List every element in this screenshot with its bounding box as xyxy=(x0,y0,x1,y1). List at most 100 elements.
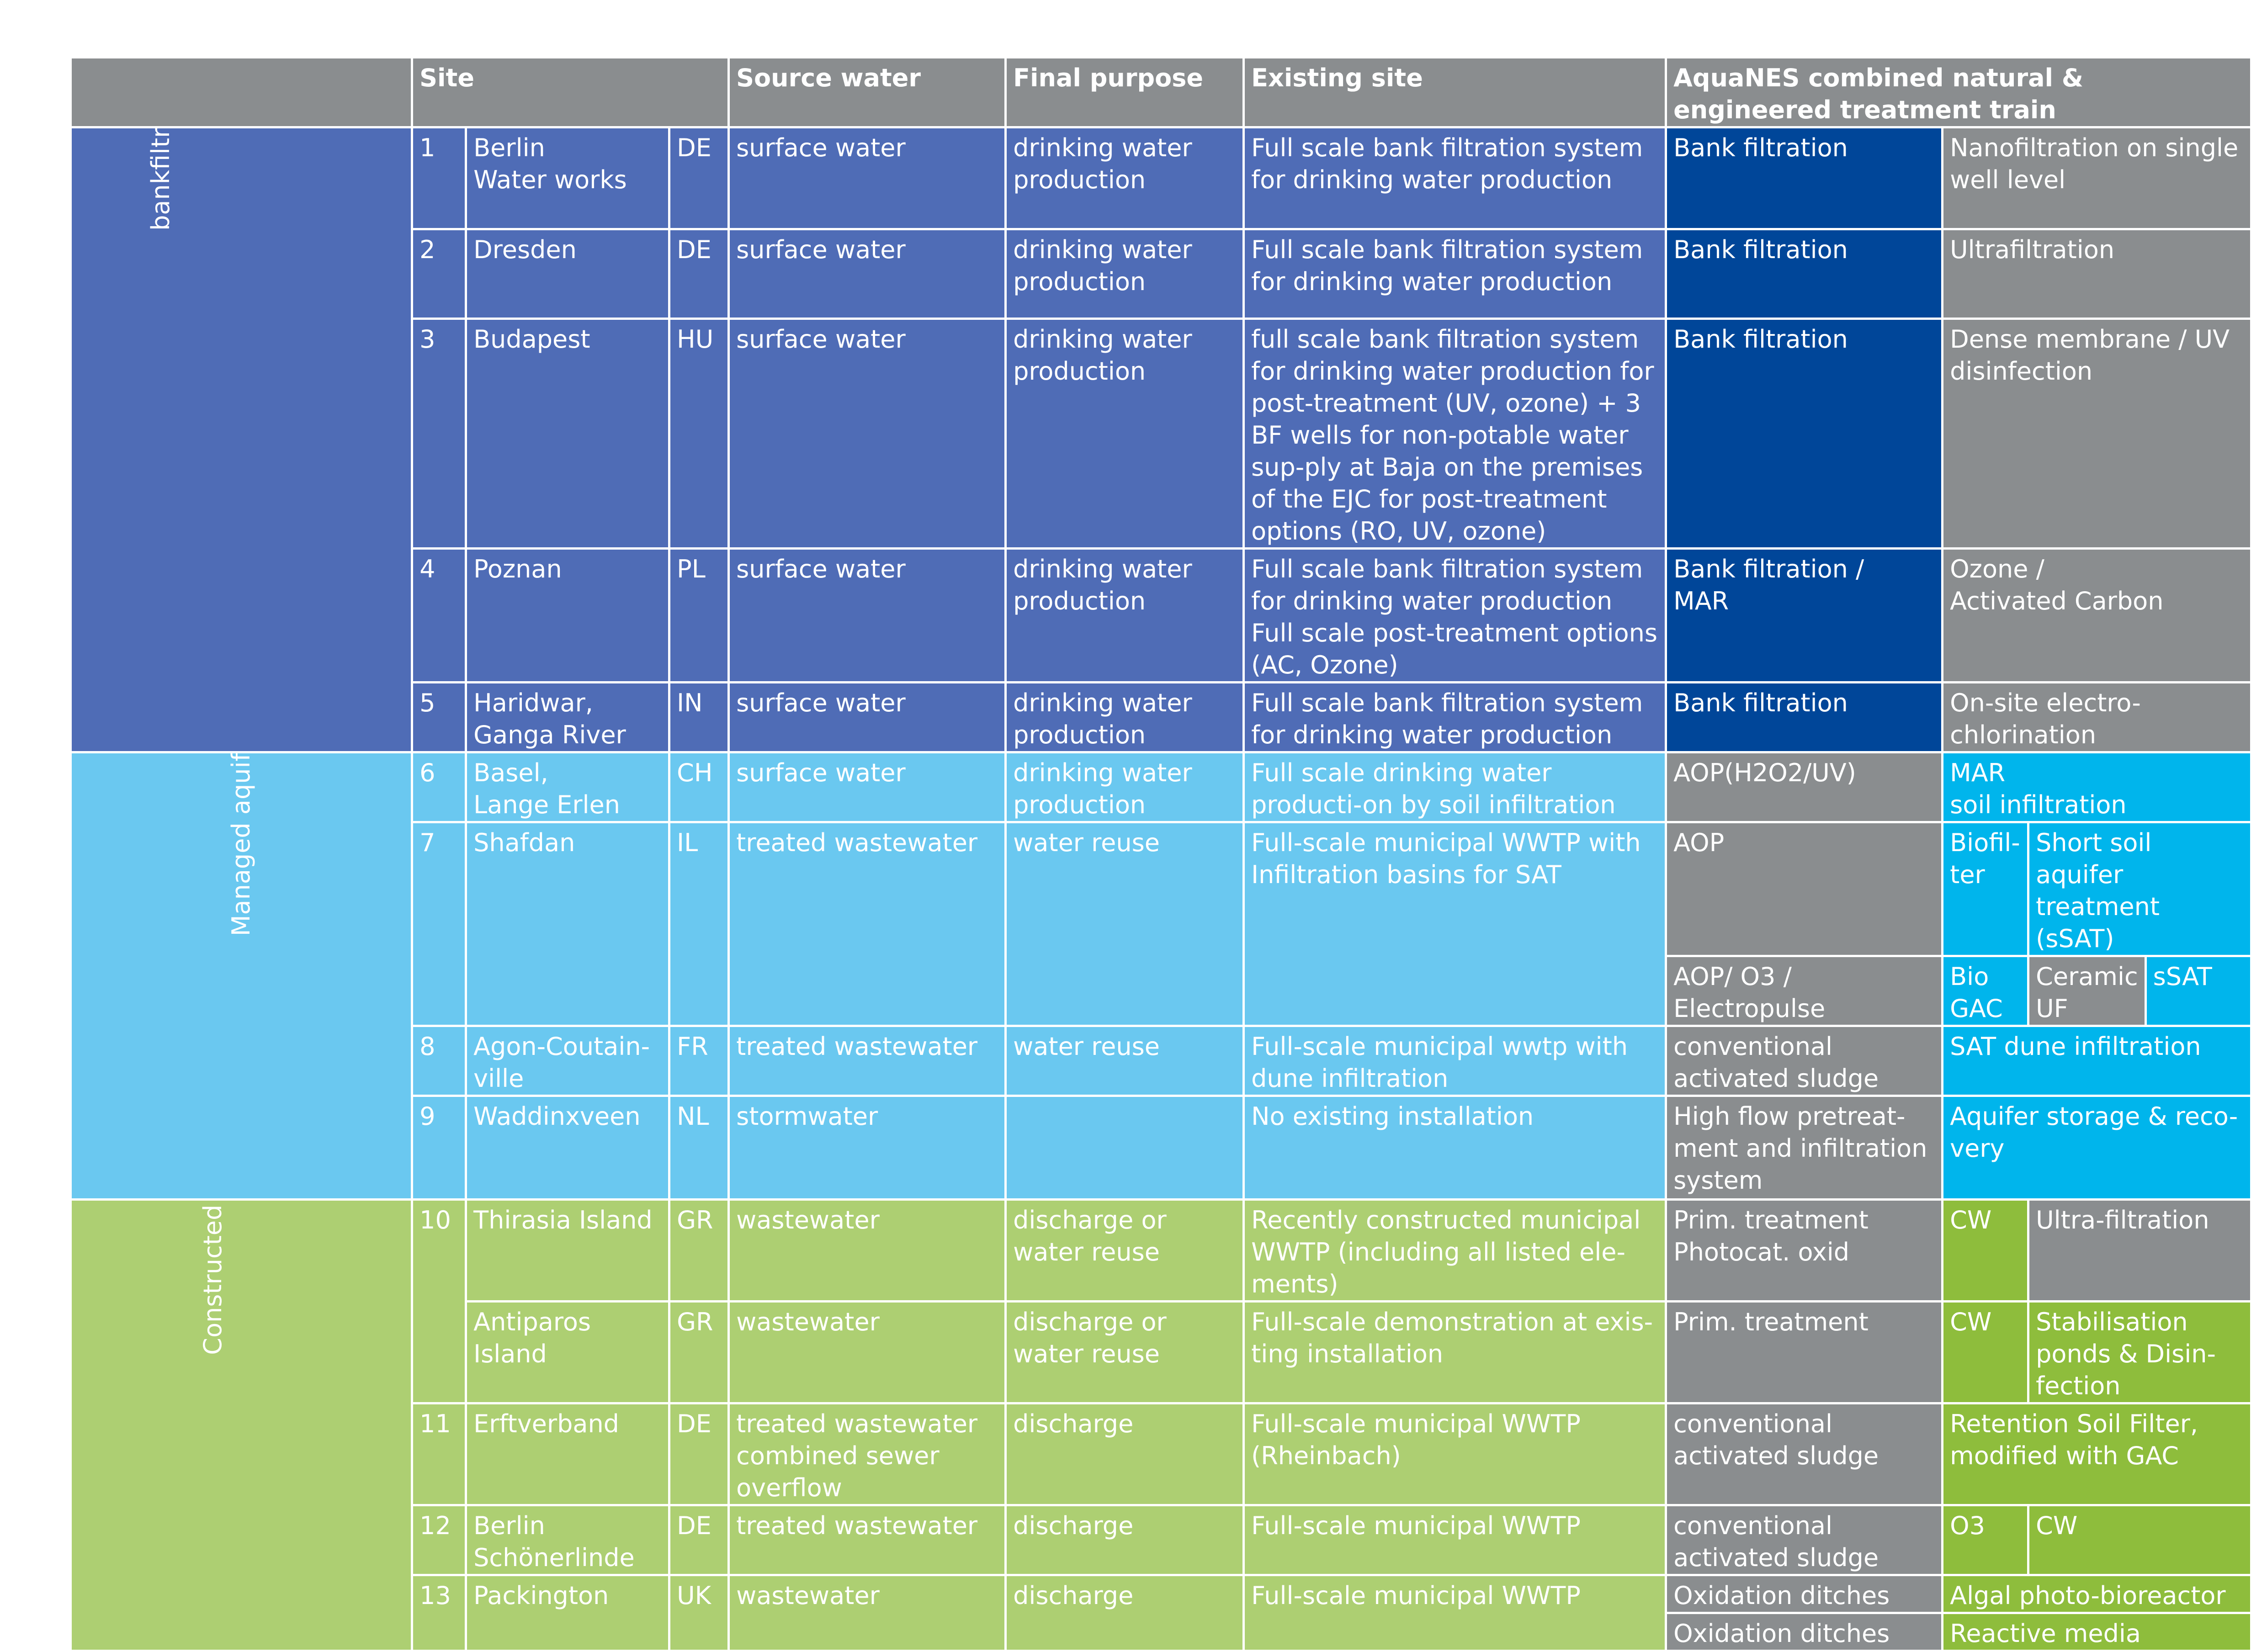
table-row: 9 Waddinxveen NL stormwater No existing … xyxy=(71,1095,2252,1201)
header-row: Site Source water Final purpose Existing… xyxy=(69,56,2252,128)
header-treatment-train: AquaNES combined natural & engineered tr… xyxy=(1665,56,2252,128)
final-purpose: discharge xyxy=(1004,1504,1245,1576)
table-row: 3 Budapest HU surface water drinking wat… xyxy=(71,318,2252,550)
existing-site: No existing installation xyxy=(1242,1095,1667,1201)
header-source-water: Source water xyxy=(727,56,1007,128)
site-number: 6 xyxy=(411,751,467,823)
existing-site: full scale bank filtration system for dr… xyxy=(1242,318,1667,550)
country-code: HU xyxy=(668,318,730,550)
train-step-engineered: High flow pretreat-ment and infiltration… xyxy=(1665,1095,1944,1201)
source-water: surface water xyxy=(727,318,1007,550)
existing-site: Full-scale municipal WWTP with Infiltrat… xyxy=(1242,821,1667,1027)
country-code: UK xyxy=(668,1574,730,1652)
site-name: Berlin Water works xyxy=(465,126,671,230)
site-number: 10 xyxy=(411,1198,467,1404)
train-step-engineered: AOP xyxy=(1665,821,1944,957)
table-row: Managed aquifer recharge 6 Basel, Lange E… xyxy=(69,751,2252,1201)
train-step-engineered: Dense membrane / UV disinfection xyxy=(1941,318,2252,550)
final-purpose: discharge or water reuse xyxy=(1004,1198,1245,1303)
train-step-natural: Aquifer storage & reco-very xyxy=(1941,1095,2252,1201)
train-step-engineered: conventional activated sludge xyxy=(1665,1402,1944,1506)
existing-site: Full-scale municipal WWTP xyxy=(1242,1574,1667,1652)
source-water: wastewater xyxy=(727,1198,1007,1303)
site-number: 4 xyxy=(411,547,467,683)
final-purpose: drinking water production xyxy=(1004,126,1245,230)
train-step-engineered: conventional activated sludge xyxy=(1665,1504,1944,1576)
site-number: 5 xyxy=(411,681,467,753)
country-code: DE xyxy=(668,126,730,230)
source-water: treated wastewater combined sewer overflo… xyxy=(727,1402,1007,1506)
country-code: CH xyxy=(668,751,730,823)
final-purpose: drinking water production xyxy=(1004,318,1245,550)
table-row: 11 Erftverband DE treated wastewater comb… xyxy=(71,1402,2252,1506)
source-water: treated wastewater xyxy=(727,821,1007,1027)
header-final-purpose: Final purpose xyxy=(1004,56,1245,128)
table-row: 4 Poznan PL surface water drinking water… xyxy=(71,547,2252,683)
site-number: 1 xyxy=(411,126,467,230)
train-step-engineered: AOP(H2O2/UV) xyxy=(1665,751,1944,823)
train-step-natural: SAT dune infiltration xyxy=(1941,1025,2252,1097)
train-step-engineered: On-site electro-chlorination xyxy=(1941,681,2252,753)
train-step-engineered: Prim. treatment xyxy=(1665,1300,1944,1404)
final-purpose: discharge xyxy=(1004,1574,1245,1652)
train-step-natural: Bank filtration xyxy=(1665,318,1944,550)
site-number: 12 xyxy=(411,1504,467,1576)
train-step-engineered: Oxidation ditches xyxy=(1665,1574,1944,1614)
site-name: Shafdan xyxy=(465,821,671,1027)
final-purpose: water reuse xyxy=(1004,821,1245,1027)
existing-site: Full scale bank filtration system for dr… xyxy=(1242,126,1667,230)
train-step-natural: sSAT xyxy=(2144,955,2252,1027)
category-managed-aquifer-recharge: Managed aquifer recharge xyxy=(69,751,414,1201)
site-name: Waddinxveen xyxy=(465,1095,671,1201)
country-code: IN xyxy=(668,681,730,753)
site-name: Erftverband xyxy=(465,1402,671,1506)
train-step-natural: Bank filtration / MAR xyxy=(1665,547,1944,683)
train-step-natural: CW xyxy=(1941,1198,2030,1303)
source-water: surface water xyxy=(727,228,1007,320)
existing-site: Full-scale municipal wwtp with dune infi… xyxy=(1242,1025,1667,1097)
train-step-engineered: Ceramic UF xyxy=(2027,955,2147,1027)
table-row: 8 Agon-Coutain-ville FR treated wastewat… xyxy=(71,1025,2252,1097)
train-step-natural: Bio GAC xyxy=(1941,955,2030,1027)
site-number: 2 xyxy=(411,228,467,320)
existing-site: Full-scale municipal WWTP xyxy=(1242,1504,1667,1576)
site-name: Poznan xyxy=(465,547,671,683)
source-water: surface water xyxy=(727,751,1007,823)
train-step-engineered: O3 xyxy=(1941,1504,2030,1576)
country-code: DE xyxy=(668,228,730,320)
source-water: surface water xyxy=(727,681,1007,753)
country-code: DE xyxy=(668,1402,730,1506)
site-number: 8 xyxy=(411,1025,467,1097)
final-purpose xyxy=(1004,1095,1245,1201)
site-name: Antiparos Island xyxy=(465,1300,671,1404)
country-code: IL xyxy=(668,821,730,1027)
train-step-engineered: Ultrafiltration xyxy=(1941,228,2252,320)
final-purpose: drinking water production xyxy=(1004,547,1245,683)
train-step-engineered: conventional activated sludge xyxy=(1665,1025,1944,1097)
source-water: treated wastewater xyxy=(727,1025,1007,1097)
category-constructed-wetlands: Constructed wetlands xyxy=(69,1198,414,1652)
table-row: 5 Haridwar, Ganga River IN surface water … xyxy=(71,681,2252,753)
source-water: surface water xyxy=(727,547,1007,683)
source-water: surface water xyxy=(727,126,1007,230)
site-number: 11 xyxy=(411,1402,467,1506)
train-step-engineered: Ultra-filtration xyxy=(2027,1198,2252,1303)
source-water: treated wastewater xyxy=(727,1504,1007,1576)
table-row: bankfiltration 1 Berlin Water works DE su… xyxy=(69,126,2252,753)
train-step-natural: Bank filtration xyxy=(1665,126,1944,230)
existing-site: Full-scale municipal WWTP (Rheinbach) xyxy=(1242,1402,1667,1506)
site-name: Packington xyxy=(465,1574,671,1652)
country-code: FR xyxy=(668,1025,730,1097)
country-code: NL xyxy=(668,1095,730,1201)
header-site: Site xyxy=(411,56,730,128)
train-step-natural: MAR soil infiltration xyxy=(1941,751,2252,823)
country-code: DE xyxy=(668,1504,730,1576)
train-step-natural: Bank filtration xyxy=(1665,681,1944,753)
site-name: Berlin Schönerlinde xyxy=(465,1504,671,1576)
site-name: Basel, Lange Erlen xyxy=(465,751,671,823)
existing-site: Full-scale demonstration at exis-ting in… xyxy=(1242,1300,1667,1404)
site-name: Haridwar, Ganga River xyxy=(465,681,671,753)
existing-site: Full scale drinking water producti-on by… xyxy=(1242,751,1667,823)
train-step-natural: CW xyxy=(1941,1300,2030,1404)
header-corner xyxy=(69,56,414,128)
